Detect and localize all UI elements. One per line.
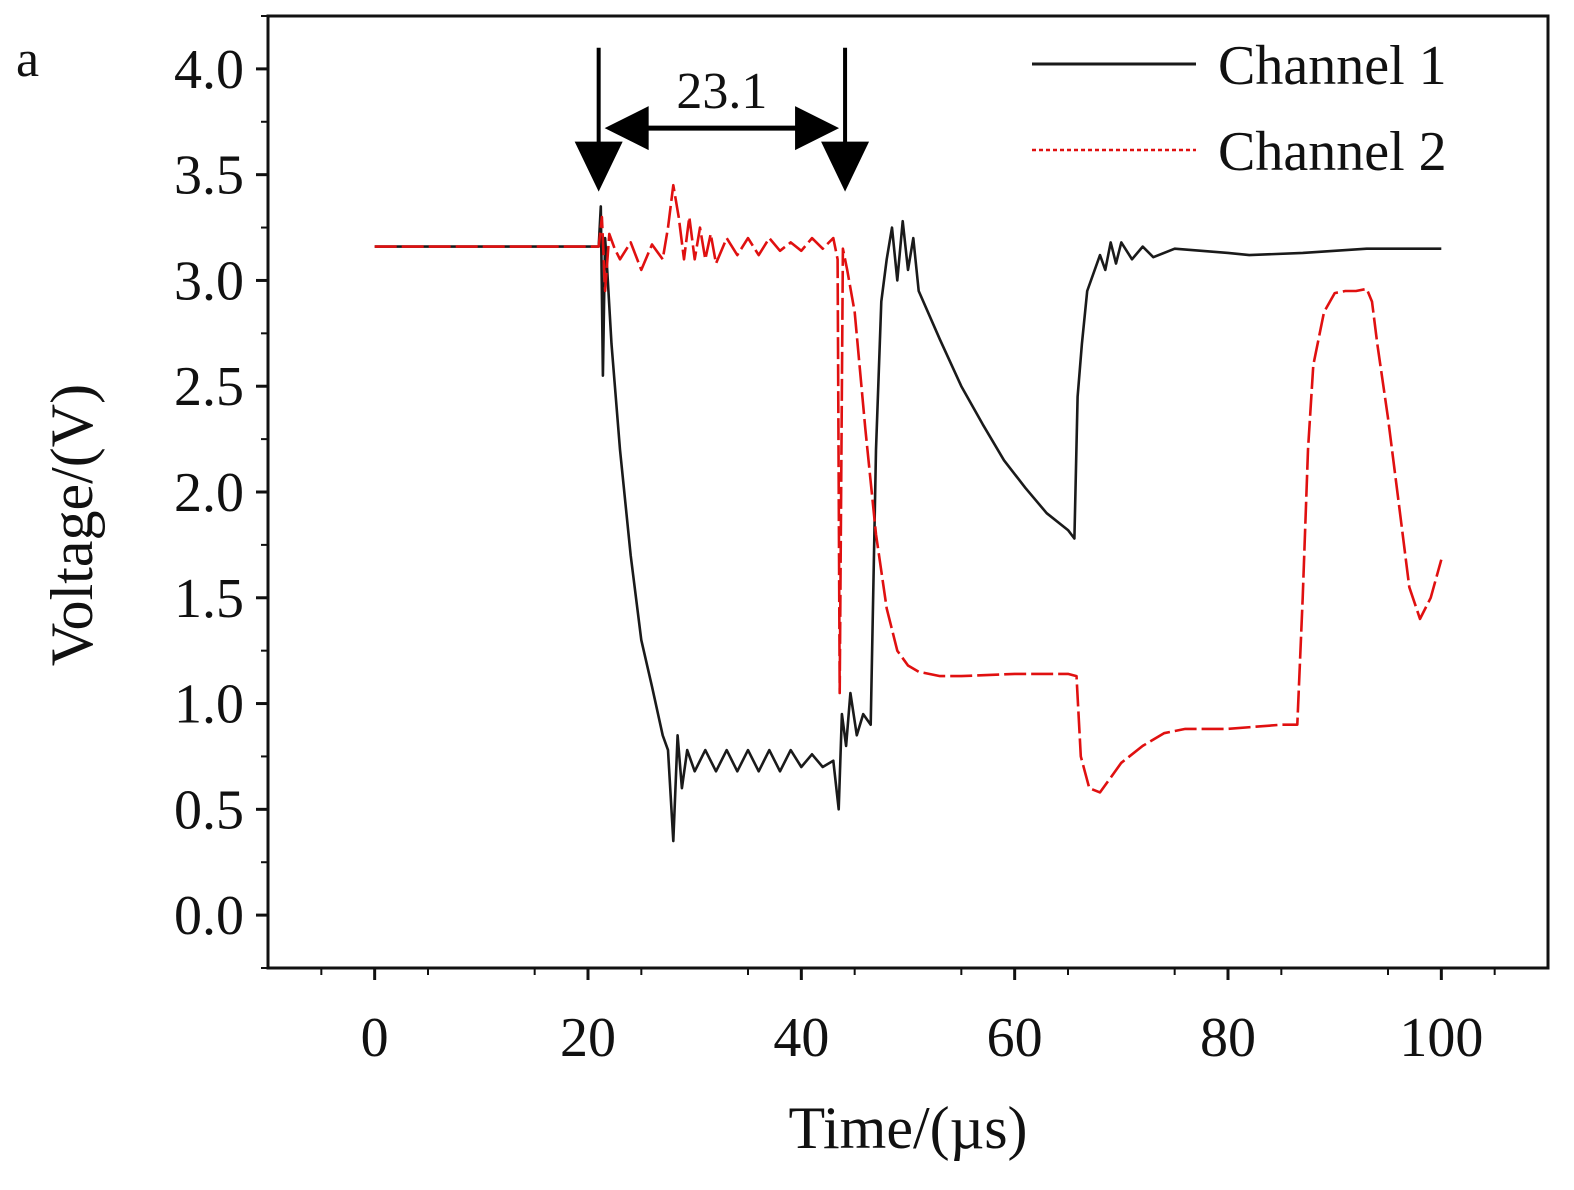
legend-label-channel-2: Channel 2 — [1218, 121, 1447, 183]
y-tick-label: 3.5 — [174, 145, 244, 207]
legend-label-channel-1: Channel 1 — [1218, 35, 1447, 97]
annotation-layer: 23.1 — [574, 47, 870, 192]
y-tick-label: 2.0 — [174, 462, 244, 524]
panel-label: a — [16, 31, 39, 88]
x-tick-label: 20 — [560, 1007, 616, 1069]
y-tick-label: 0.0 — [174, 885, 244, 947]
y-tick-label: 2.5 — [174, 356, 244, 418]
x-tick-label: 60 — [987, 1007, 1043, 1069]
legend: Channel 1 Channel 2 — [1032, 35, 1447, 183]
marker-arrowhead-down-1 — [574, 141, 623, 192]
series-layer — [374, 183, 1443, 843]
x-axis-ticks: 0 20 40 60 80 100 — [320, 968, 1496, 1069]
y-tick-label: 3.0 — [174, 250, 244, 312]
series-line-channel-2 — [374, 183, 1443, 794]
y-tick-label: 0.5 — [174, 779, 244, 841]
interval-arrowhead-right — [795, 106, 840, 151]
x-tick-label: 0 — [361, 1007, 389, 1069]
y-tick-label: 1.0 — [174, 674, 244, 736]
x-axis-title: Time/(µs) — [788, 1095, 1027, 1161]
y-axis-ticks: 0.0 0.5 1.0 1.5 2.0 2.5 3.0 3.5 4.0 — [174, 15, 268, 969]
x-tick-label: 80 — [1200, 1007, 1256, 1069]
interval-arrowhead-left — [604, 106, 649, 151]
x-tick-label: 40 — [773, 1007, 829, 1069]
x-tick-label: 100 — [1399, 1007, 1483, 1069]
y-axis-title: Voltage/(V) — [39, 384, 105, 666]
marker-arrowhead-down-2 — [821, 141, 870, 192]
y-tick-label: 1.5 — [174, 568, 244, 630]
y-tick-label: 4.0 — [174, 39, 244, 101]
interval-label: 23.1 — [676, 63, 767, 120]
series-line-channel-1 — [374, 205, 1442, 843]
